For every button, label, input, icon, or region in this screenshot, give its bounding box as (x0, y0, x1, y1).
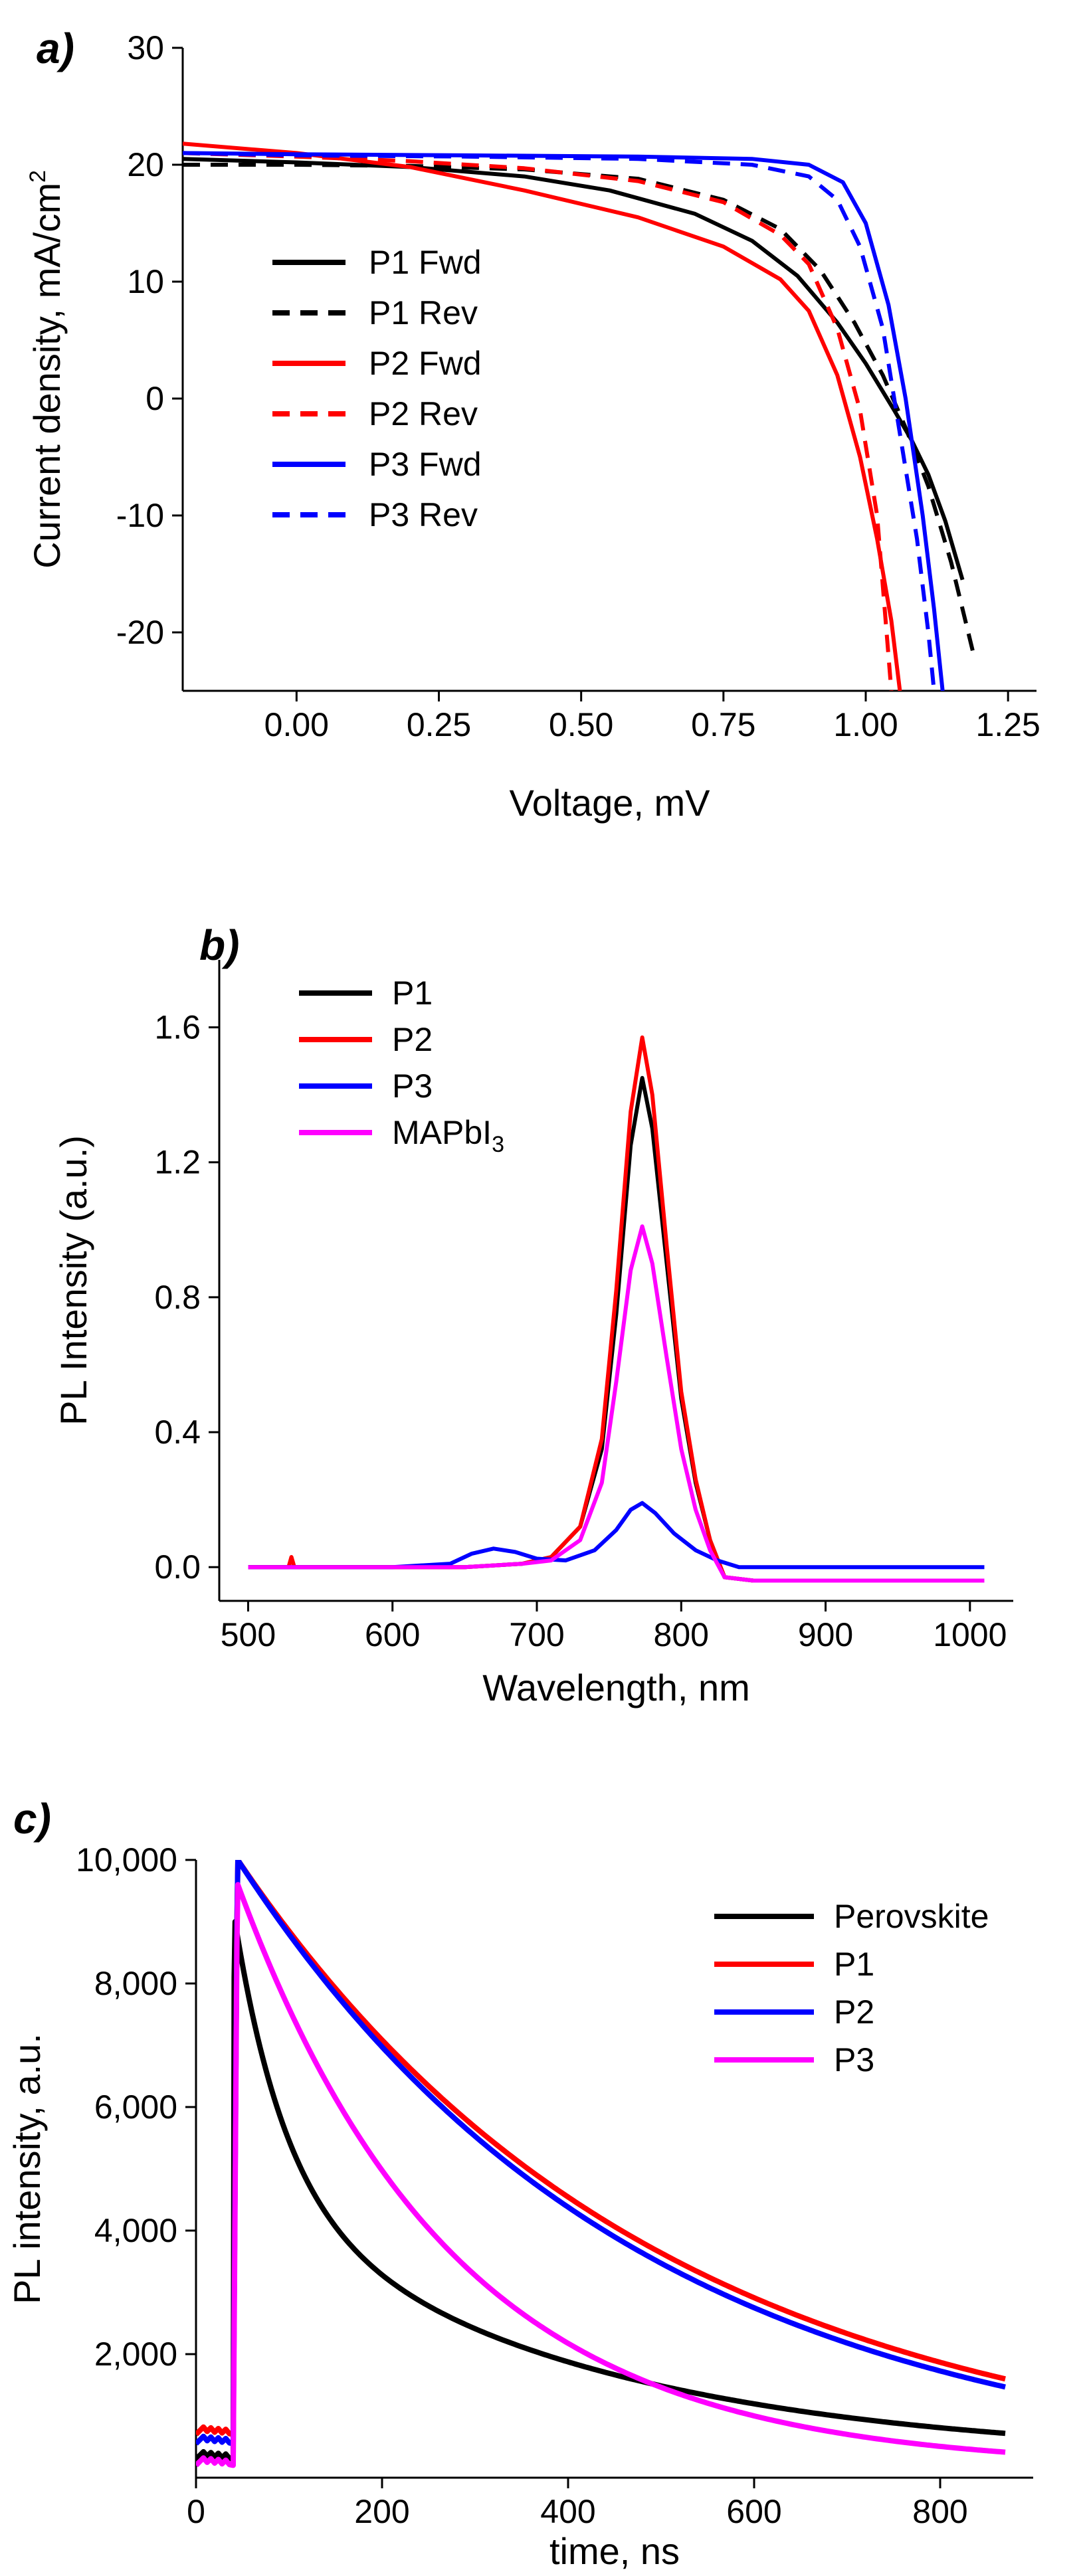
panel-a-series-p2-rev (183, 151, 894, 691)
panel-a-legend-label: P1 Rev (369, 294, 478, 331)
panel-c-x-tick-label: 400 (540, 2493, 595, 2530)
panel-a-axes: 0.00 0.25 0.50 0.75 1.00 1.25 -20 -10 0 10 20 30 (116, 29, 1040, 743)
panel-b-legend: P1 P2 P3 MAPbI3 (299, 974, 504, 1157)
panel-a-y-axis-title: Current density, mA/cm2 (25, 170, 68, 569)
panel-c-x-tick-label: 200 (354, 2493, 409, 2530)
panel-a-y-axis-title-main: Current density, mA/cm (26, 183, 68, 569)
panel-b-series-mapbi3 (248, 1224, 985, 1583)
panel-b-y-tick-label: 1.2 (154, 1144, 201, 1181)
panel-c-y-tick-label: 10,000 (76, 1841, 177, 1879)
panel-a-y-tick-label: -20 (116, 614, 164, 651)
panel-b-series-p1 (248, 1075, 985, 1583)
panel-b-legend-label: P3 (392, 1067, 433, 1105)
panel-b-x-tick-label: 700 (509, 1616, 564, 1653)
panel-a-series-p1-rev (183, 163, 976, 656)
panel-a-series-p1-fwd (183, 157, 965, 581)
panel-a-x-tick-label: 0.50 (549, 706, 613, 743)
panel-a-y-tick-label: -10 (116, 497, 164, 534)
panel-c-x-tick-label: 600 (726, 2493, 781, 2530)
panel-c-y-tick-label: 8,000 (94, 1965, 177, 2002)
panel-a-series (183, 141, 976, 691)
panel-c-series-p2 (196, 1860, 1006, 2446)
panel-b-series-p3 (248, 1501, 985, 1570)
panel-a-series-p2-fwd (183, 141, 902, 691)
panel-a-legend-label: P2 Fwd (369, 345, 482, 382)
panel-a-chart: a) 0.00 0.25 0.50 0.75 1.00 1.25 -20 -10 0 10 20 30… (25, 25, 1040, 824)
panel-a-legend-label: P3 Rev (369, 496, 478, 533)
panel-b-y-tick-label: 0.0 (154, 1548, 201, 1586)
panel-b-x-tick-label: 800 (654, 1616, 709, 1653)
panel-a-x-tick-label: 0.00 (264, 706, 329, 743)
panel-c-series-p1 (196, 1860, 1006, 2437)
panel-a-legend-label: P3 Fwd (369, 446, 482, 483)
panel-b-x-tick-label: 1000 (933, 1616, 1007, 1653)
panel-a-series-p3-fwd (183, 151, 945, 691)
panel-b-x-axis-title: Wavelength, nm (482, 1667, 750, 1708)
panel-a-label: a) (37, 25, 74, 72)
panel-c-chart: c) 0 200 400 600 800 2,000 4,000 6,000 8,000 10,0… (6, 1795, 1033, 2572)
panel-a-x-tick-label: 1.25 (976, 706, 1040, 743)
panel-c-y-tick-label: 2,000 (94, 2336, 177, 2373)
panel-a-legend-label: P1 Fwd (369, 244, 482, 281)
panel-c-axes: 0 200 400 600 800 2,000 4,000 6,000 8,000 10,000 (76, 1841, 1033, 2530)
panel-a-x-tick-label: 1.00 (833, 706, 898, 743)
panel-c-x-tick-label: 800 (912, 2493, 967, 2530)
panel-b-y-tick-label: 0.4 (154, 1414, 201, 1451)
panel-b-x-tick-label: 900 (798, 1616, 853, 1653)
panel-a-x-axis-title: Voltage, mV (510, 782, 711, 824)
panel-c-series-perovskite (196, 1919, 1006, 2462)
panel-a-x-tick-label: 0.25 (407, 706, 471, 743)
panel-c-y-axis-title: PL intensity, a.u. (6, 2033, 48, 2304)
panel-c-label: c) (13, 1795, 51, 1843)
panel-b-legend-label: P1 (392, 974, 433, 1012)
panel-a-y-tick-label: 20 (127, 146, 164, 183)
panel-b-y-axis-title: PL Intensity (a.u.) (52, 1135, 94, 1426)
panel-b-series (248, 1035, 985, 1583)
panel-c-legend-label: P1 (834, 1946, 874, 1983)
panel-a-y-tick-label: 30 (127, 29, 164, 66)
panel-a-y-tick-label: 10 (127, 263, 164, 300)
panel-b-series-p2 (248, 1035, 985, 1583)
panel-c-y-tick-label: 6,000 (94, 2088, 177, 2126)
panel-c-legend-label: P2 (834, 1993, 874, 2031)
panel-b-x-tick-label: 600 (365, 1616, 420, 1653)
panel-c-x-axis-title: time, ns (549, 2530, 680, 2572)
panel-c-x-tick-label: 0 (187, 2493, 205, 2530)
panel-a-series-p3-rev (183, 151, 936, 691)
panel-b-legend-label: MAPbI3 (392, 1114, 504, 1157)
panel-b-axes: 500 600 700 800 900 1000 0.0 0.4 0.8 1.2 1.6 (154, 960, 1013, 1653)
panel-c-legend: Perovskite P1 P2 P3 (714, 1898, 989, 2078)
panel-a-y-axis-title-superscript: 2 (25, 170, 50, 183)
panel-c-legend-label: Perovskite (834, 1898, 989, 1935)
panel-b-y-tick-label: 1.6 (154, 1009, 201, 1046)
panel-b-legend-label: P2 (392, 1021, 433, 1058)
panel-c-legend-label: P3 (834, 2041, 874, 2078)
panel-b-y-tick-label: 0.8 (154, 1279, 201, 1316)
panel-c-series (196, 1860, 1006, 2468)
panel-a-y-tick-label: 0 (146, 380, 164, 417)
panel-c-y-tick-label: 4,000 (94, 2212, 177, 2249)
panel-a-legend: P1 Fwd P1 Rev P2 Fwd P2 Rev P3 Fwd P3 Rev (272, 244, 482, 533)
panel-c-series-p3 (196, 1882, 1006, 2468)
panel-a-x-tick-label: 0.75 (691, 706, 755, 743)
panel-b-x-tick-label: 500 (221, 1616, 276, 1653)
panel-a-legend-label: P2 Rev (369, 395, 478, 432)
